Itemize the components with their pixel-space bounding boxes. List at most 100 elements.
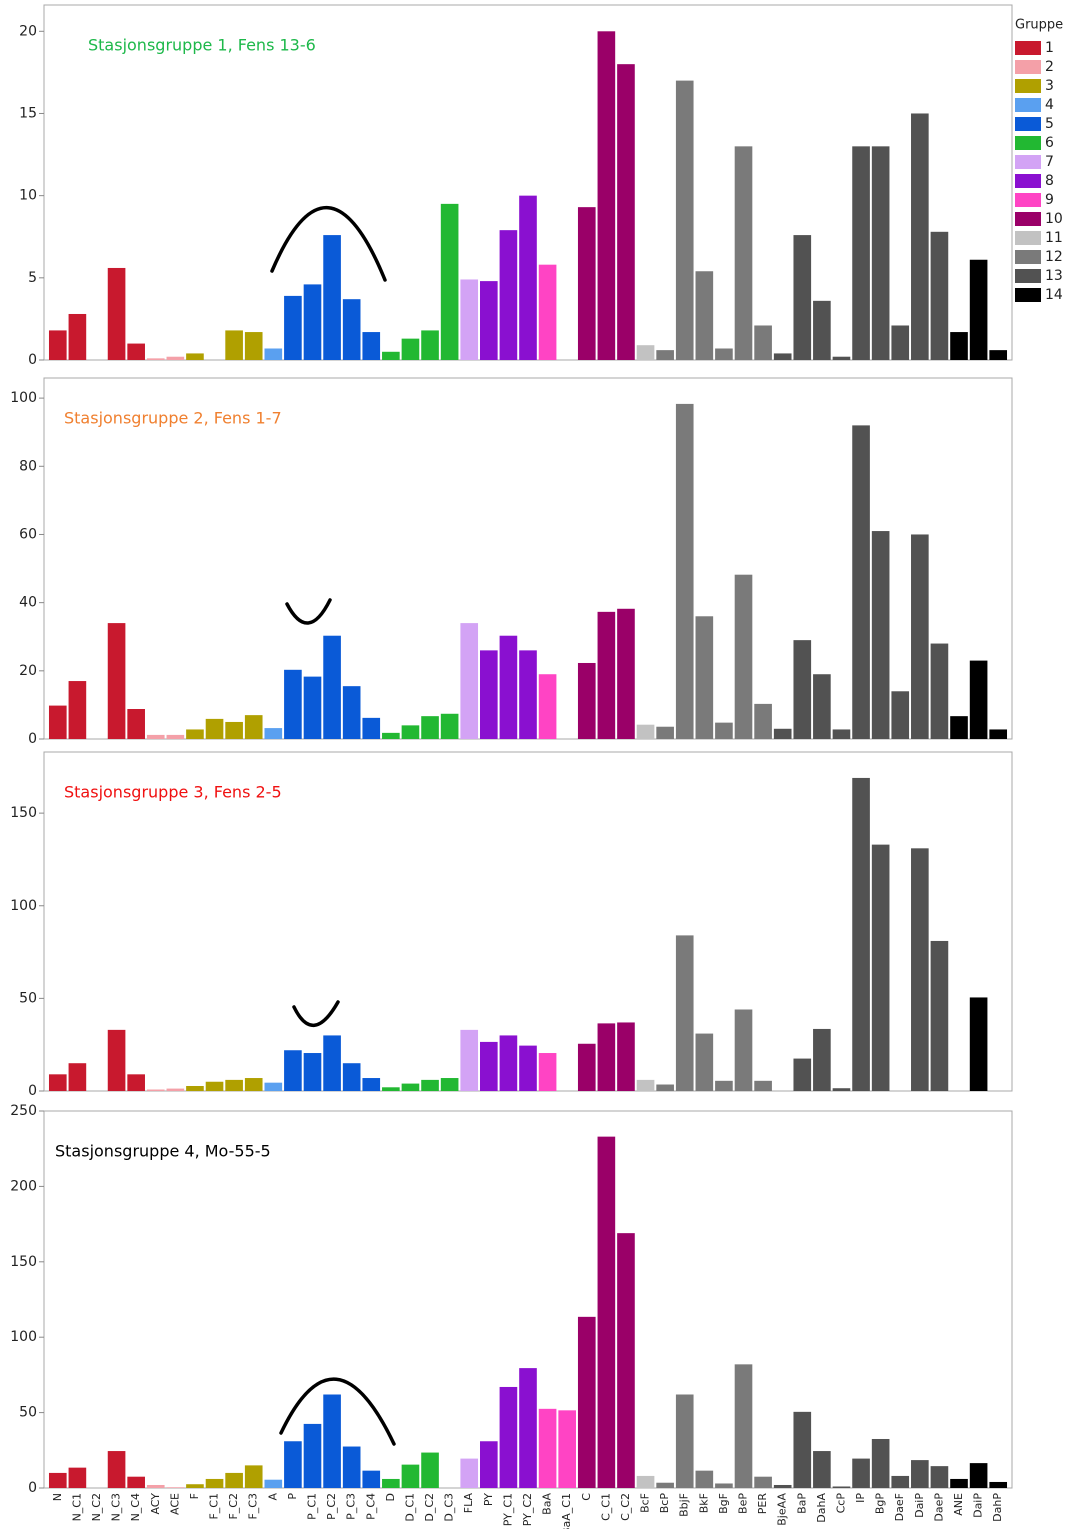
bar bbox=[186, 353, 204, 360]
bar bbox=[323, 235, 341, 360]
bar bbox=[832, 729, 851, 739]
bar bbox=[734, 146, 753, 360]
bar bbox=[244, 1078, 263, 1091]
x-tick-label: CcP bbox=[834, 1493, 847, 1514]
bar bbox=[969, 660, 988, 739]
legend-label: 12 bbox=[1045, 249, 1063, 265]
y-tick-label: 100 bbox=[10, 1329, 37, 1345]
bar bbox=[617, 64, 635, 361]
bar bbox=[636, 724, 655, 739]
y-tick-label: 20 bbox=[19, 663, 37, 679]
x-tick-label: BaA bbox=[541, 1493, 554, 1515]
y-tick-label: 50 bbox=[19, 1405, 37, 1421]
bar bbox=[891, 325, 910, 360]
bar bbox=[225, 1472, 243, 1488]
bar bbox=[950, 716, 968, 739]
bar bbox=[852, 777, 870, 1091]
x-tick-label: N_C2 bbox=[90, 1493, 103, 1521]
bar bbox=[166, 356, 185, 360]
bar bbox=[656, 726, 674, 739]
x-tick-label: D_C3 bbox=[443, 1493, 456, 1522]
legend-swatch bbox=[1015, 79, 1041, 93]
bar bbox=[911, 534, 929, 739]
x-tick-label: ANE bbox=[952, 1493, 965, 1516]
x-tick-label: IP bbox=[854, 1493, 867, 1503]
bar bbox=[597, 1136, 616, 1488]
bar bbox=[127, 709, 145, 739]
bar bbox=[264, 348, 283, 360]
x-tick-label: DaeP bbox=[932, 1493, 945, 1522]
y-tick-label: 0 bbox=[28, 731, 37, 747]
bar bbox=[186, 1085, 204, 1091]
bar bbox=[715, 1080, 733, 1091]
x-tick-label: BcP bbox=[658, 1493, 671, 1514]
bar bbox=[146, 1484, 165, 1488]
bar bbox=[930, 940, 949, 1091]
y-tick-label: 100 bbox=[10, 898, 37, 914]
bar bbox=[303, 676, 322, 739]
legend-label: 7 bbox=[1045, 154, 1054, 170]
y-tick-label: 250 bbox=[10, 1103, 37, 1119]
bar bbox=[107, 1451, 126, 1488]
bar bbox=[440, 1078, 459, 1091]
legend-label: 8 bbox=[1045, 173, 1054, 189]
bar bbox=[362, 332, 381, 360]
bar bbox=[577, 1316, 596, 1488]
x-tick-label: DaeF bbox=[893, 1493, 906, 1521]
bar bbox=[519, 1045, 537, 1091]
bar bbox=[597, 1023, 616, 1091]
bar bbox=[871, 1438, 890, 1488]
bar bbox=[499, 1386, 518, 1488]
x-tick-label: P_C2 bbox=[325, 1493, 338, 1520]
bar bbox=[989, 729, 1008, 739]
x-tick-label: N bbox=[51, 1493, 64, 1501]
x-tick-label: PY_C1 bbox=[501, 1493, 514, 1526]
x-tick-label: BbjF bbox=[678, 1493, 691, 1517]
bar bbox=[989, 1481, 1008, 1488]
bar bbox=[440, 203, 459, 360]
bar bbox=[871, 146, 890, 360]
bar bbox=[303, 1053, 322, 1091]
bar bbox=[538, 674, 557, 739]
legend-label: 2 bbox=[1045, 59, 1054, 75]
bar bbox=[773, 1484, 792, 1488]
bar bbox=[127, 1074, 145, 1091]
bar bbox=[323, 1035, 341, 1091]
bar bbox=[636, 1475, 655, 1488]
bar bbox=[538, 1408, 557, 1488]
x-tick-label: BkF bbox=[697, 1493, 710, 1513]
x-tick-label: N_C4 bbox=[129, 1493, 142, 1521]
bar bbox=[675, 935, 694, 1091]
bar bbox=[480, 1441, 498, 1488]
x-tick-label: PER bbox=[756, 1493, 769, 1515]
bar bbox=[480, 281, 498, 360]
y-tick-label: 200 bbox=[10, 1178, 37, 1194]
bar bbox=[656, 350, 674, 360]
bar bbox=[656, 1084, 674, 1091]
bar bbox=[421, 1452, 439, 1488]
legend-swatch bbox=[1015, 193, 1041, 207]
bar bbox=[813, 1451, 831, 1488]
legend-swatch bbox=[1015, 117, 1041, 131]
bar bbox=[891, 691, 910, 739]
x-tick-label: D_C1 bbox=[403, 1493, 416, 1522]
y-tick-label: 15 bbox=[19, 105, 37, 121]
x-tick-label: BjeAA bbox=[776, 1493, 789, 1526]
bar bbox=[244, 715, 263, 739]
legend-label: 10 bbox=[1045, 211, 1063, 227]
x-tick-label: P bbox=[286, 1493, 299, 1500]
legend-label: 4 bbox=[1045, 97, 1054, 113]
y-tick-label: 50 bbox=[19, 990, 37, 1006]
bar bbox=[911, 1460, 929, 1488]
legend-label: 14 bbox=[1045, 287, 1063, 303]
bar bbox=[205, 1478, 224, 1488]
chart-title: Stasjonsgruppe 1, Fens 13-6 bbox=[88, 36, 316, 55]
legend-swatch bbox=[1015, 174, 1041, 188]
chart-title: Stasjonsgruppe 3, Fens 2-5 bbox=[64, 783, 282, 802]
bar bbox=[303, 1423, 322, 1488]
y-tick-label: 150 bbox=[10, 805, 37, 821]
bar bbox=[244, 1465, 263, 1488]
legend-swatch bbox=[1015, 136, 1041, 150]
y-tick-label: 40 bbox=[19, 595, 37, 611]
legend-swatch bbox=[1015, 269, 1041, 283]
